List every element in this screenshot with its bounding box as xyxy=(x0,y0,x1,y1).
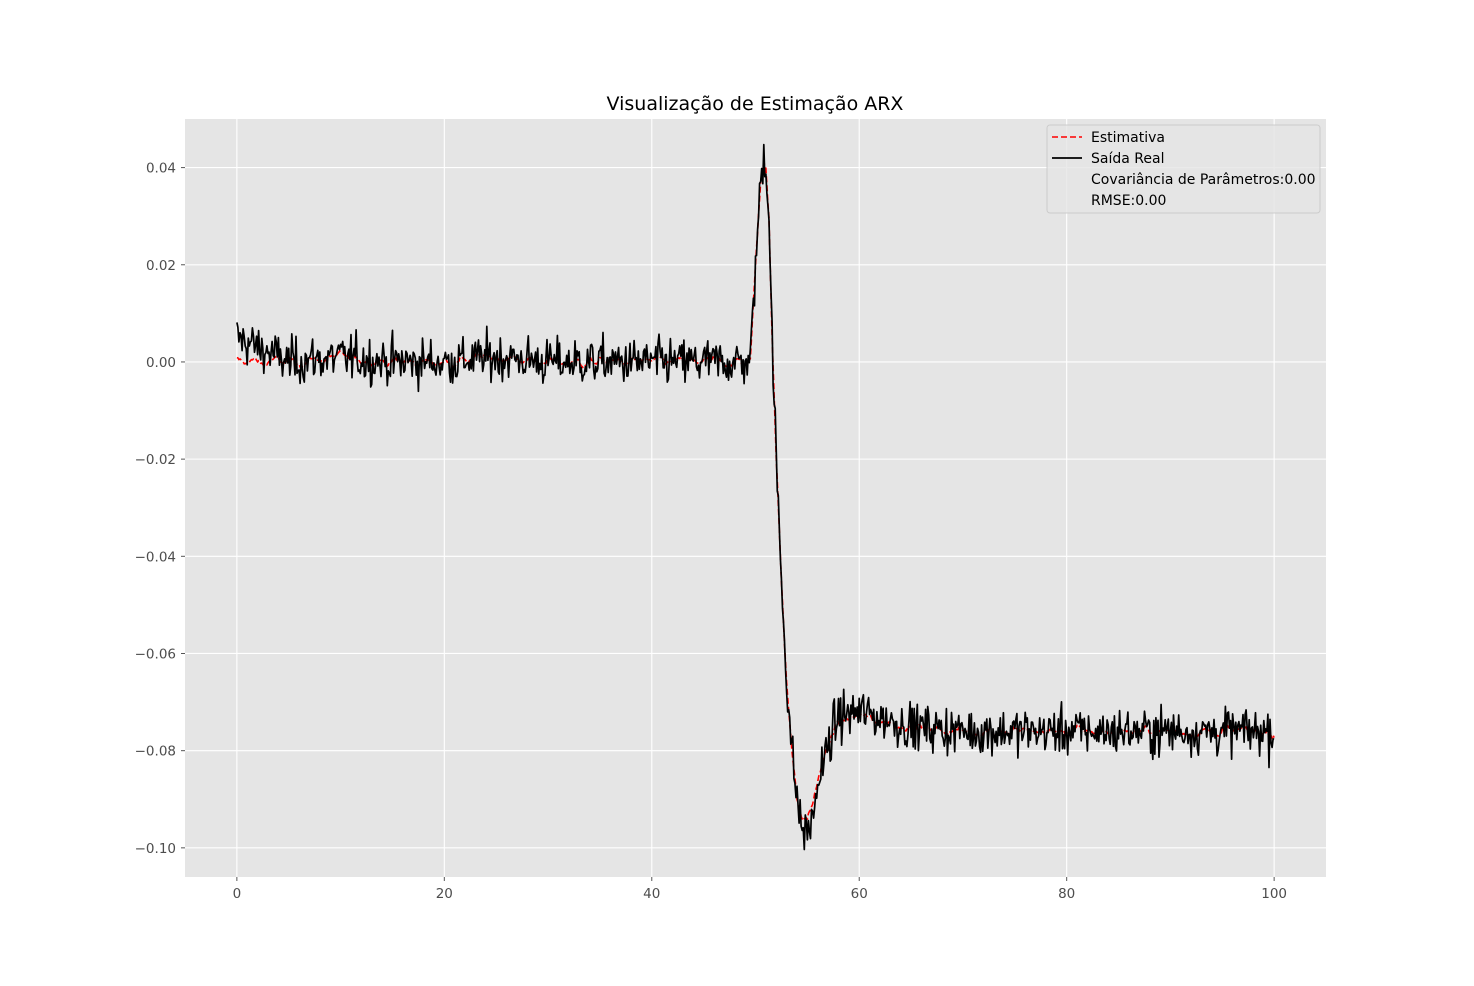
y-tick-label: 0.00 xyxy=(146,355,176,371)
y-tick-label: 0.02 xyxy=(146,258,176,274)
legend-box xyxy=(1046,124,1321,214)
legend-label-estimativa: Estimativa xyxy=(1091,130,1165,146)
y-tick-label: −0.06 xyxy=(135,646,176,662)
x-tick-label: 20 xyxy=(436,886,453,902)
y-axis: −0.10 −0.08 −0.06 −0.04 −0.02 0.00 0.02 0.04 xyxy=(135,161,185,857)
x-tick-label: 60 xyxy=(851,886,868,902)
x-axis: 0 20 40 60 80 100 xyxy=(233,877,1287,902)
y-tick-label: −0.10 xyxy=(135,841,176,857)
legend-label-saida-real: Saída Real xyxy=(1091,151,1164,167)
x-tick-label: 80 xyxy=(1058,886,1075,902)
chart-title: Visualização de Estimação ARX xyxy=(607,93,904,115)
series-line-saida-real xyxy=(236,143,1275,851)
y-tick-label: −0.02 xyxy=(135,452,176,468)
x-tick-label: 0 xyxy=(233,886,242,902)
x-tick-label: 100 xyxy=(1261,886,1287,902)
legend-label-covariancia: Covariância de Parâmetros:0.00 xyxy=(1091,172,1316,188)
y-tick-label: −0.04 xyxy=(135,549,176,565)
y-tick-label: −0.08 xyxy=(135,744,176,760)
legend-label-rmse: RMSE:0.00 xyxy=(1091,193,1166,209)
series-layer xyxy=(236,143,1275,851)
x-tick-label: 40 xyxy=(643,886,660,902)
y-tick-label: 0.04 xyxy=(146,161,176,177)
legend: Estimativa Saída Real Covariância de Par… xyxy=(1046,124,1321,214)
plot-area xyxy=(185,119,1326,877)
